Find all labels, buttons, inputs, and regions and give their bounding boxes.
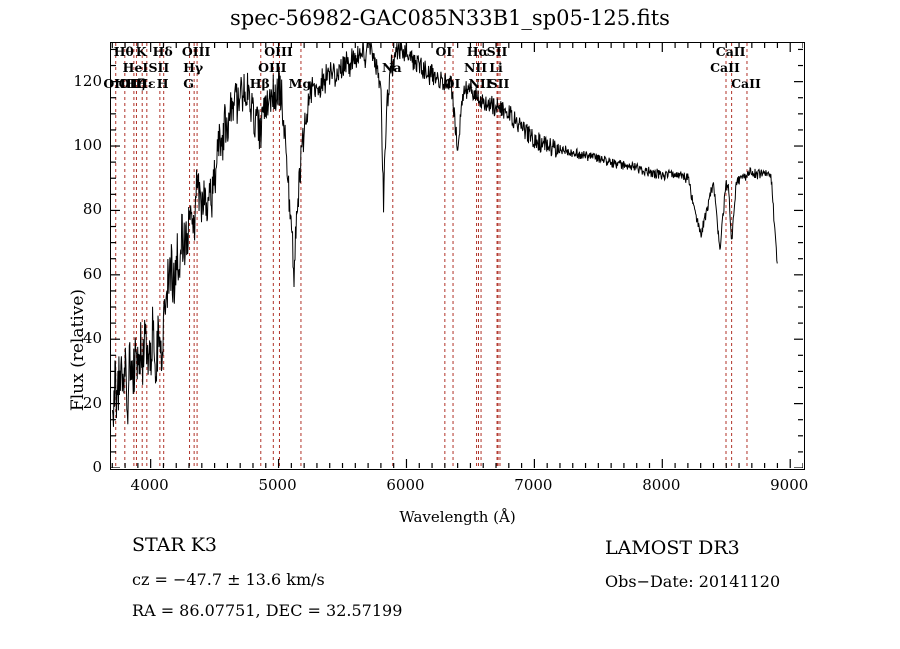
y-tick-120: 120 (73, 71, 102, 90)
y-tick-40: 40 (82, 329, 102, 348)
y-tick-0: 0 (92, 458, 102, 476)
line-label-HeI-3889: HeI (122, 60, 149, 75)
line-label-CaII-8542: CaII (715, 44, 746, 59)
spectrum-trace (111, 43, 778, 427)
line-label-OIII-4959: OIII (258, 60, 287, 75)
y-axis-title-wrap: Flux (relative) (48, 90, 88, 430)
line-label-Mg-5175: Mg (288, 76, 312, 91)
line-label-H-4102: H (156, 76, 169, 91)
line-label-Li-6708: Li (489, 60, 503, 75)
line-label-OI-6364: OI (443, 76, 461, 91)
spectrum-canvas (111, 43, 803, 468)
line-label-G-4304: G (183, 76, 194, 91)
axis-ticks (111, 43, 803, 468)
y-tick-20: 20 (82, 393, 102, 412)
line-label-H-3889: Hζ (125, 76, 146, 91)
line-label-SII-4072: SII (148, 60, 170, 75)
footer-obs-date: Obs−Date: 20141120 (605, 572, 781, 591)
footer-coordinates: RA = 86.07751, DEC = 32.57199 (132, 601, 403, 620)
x-tick-4000: 4000 (130, 476, 169, 494)
x-tick-5000: 5000 (258, 476, 297, 494)
line-label-OII-3727: OII (103, 76, 127, 91)
line-label-K-3934: K (135, 44, 147, 59)
x-tick-6000: 6000 (386, 476, 425, 494)
plot-frame (110, 42, 805, 470)
line-label-OIII-4363: OIII (181, 44, 211, 59)
line-label-H-3970: Hε (136, 76, 156, 91)
line-label-H-4340: Hγ (183, 60, 204, 75)
page-title: spec-56982-GAC085N33B1_sp05-125.fits (230, 6, 670, 30)
line-label-OI-6300: OI (435, 44, 453, 59)
line-label-H-6563: Hα (466, 44, 489, 59)
line-label-H-4102: Hδ (152, 44, 173, 59)
line-label-H-3798: Hθ (113, 44, 134, 59)
y-tick-100: 100 (73, 136, 102, 155)
line-label-CaII-8498: CaII (710, 60, 740, 75)
x-tick-7000: 7000 (514, 476, 553, 494)
y-tick-60: 60 (82, 264, 102, 283)
x-axis-title: Wavelength (Å) (399, 508, 516, 526)
spectral-line-markers (115, 43, 748, 468)
line-label-NII-6548: NII (464, 60, 488, 75)
y-axis-title: Flux (relative) (68, 288, 88, 412)
line-label-SII-6716: SII (486, 44, 508, 59)
line-label-NII-6583: NII (468, 76, 492, 91)
line-label-H-4861: Hβ (249, 76, 270, 91)
y-tick-80: 80 (82, 200, 102, 219)
line-label-OIII-3869: OIII (118, 76, 148, 91)
line-label-OIII-5007: OIII (264, 44, 293, 59)
footer-object-class: STAR K3 (132, 534, 217, 556)
line-label-CaII-8662: CaII (731, 76, 761, 91)
line-label-Na-5893: Na (382, 60, 402, 75)
x-tick-8000: 8000 (642, 476, 681, 494)
line-label-SII-6731: SII (488, 76, 510, 91)
x-tick-9000: 9000 (770, 476, 809, 494)
footer-survey-name: LAMOST DR3 (605, 537, 740, 559)
footer-redshift-velocity: cz = −47.7 ± 13.6 km/s (132, 570, 325, 589)
